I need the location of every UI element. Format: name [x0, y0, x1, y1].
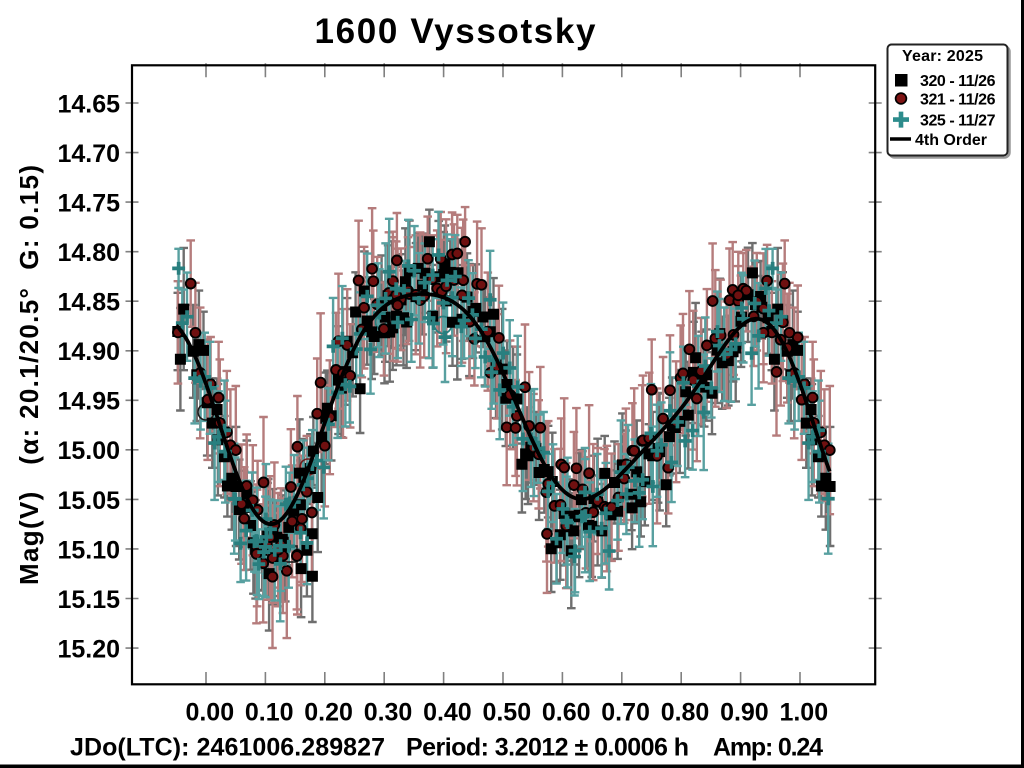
svg-text:15.05: 15.05 [57, 487, 120, 515]
svg-text:0.40: 0.40 [423, 699, 472, 727]
svg-text:1600 Vyssotsky: 1600 Vyssotsky [315, 12, 597, 51]
svg-text:14.80: 14.80 [57, 239, 120, 267]
svg-text:14.70: 14.70 [57, 140, 120, 168]
svg-text:14.85: 14.85 [57, 289, 120, 317]
svg-text:Mag(V) (α: 20.1/20.5° G: 0.: Mag(V) (α: 20.1/20.5° G: 0.15) [14, 165, 44, 585]
svg-text:14.75: 14.75 [57, 190, 120, 218]
svg-text:0.00: 0.00 [186, 699, 235, 727]
svg-text:0.60: 0.60 [542, 699, 591, 727]
svg-text:0.30: 0.30 [364, 699, 413, 727]
svg-text:JDo(LTC): 2461006.289827: JDo(LTC): 2461006.289827 [70, 734, 385, 762]
svg-text:0.80: 0.80 [661, 699, 710, 727]
svg-text:0.10: 0.10 [245, 699, 294, 727]
svg-text:0.70: 0.70 [601, 699, 650, 727]
svg-text:Year: 2025: Year: 2025 [902, 48, 983, 65]
svg-text:Amp: 0.24: Amp: 0.24 [713, 734, 823, 762]
svg-text:14.95: 14.95 [57, 388, 120, 416]
svg-text:15.00: 15.00 [57, 437, 120, 465]
svg-text:14.90: 14.90 [57, 338, 120, 366]
svg-text:321 - 11/26: 321 - 11/26 [920, 92, 996, 109]
svg-text:320 - 11/26: 320 - 11/26 [920, 73, 996, 90]
svg-text:0.50: 0.50 [483, 699, 532, 727]
svg-text:Period: 3.2012 ± 0.0006 h: Period: 3.2012 ± 0.0006 h [406, 734, 689, 762]
svg-text:0.90: 0.90 [720, 699, 769, 727]
svg-text:14.65: 14.65 [57, 90, 120, 118]
svg-text:15.15: 15.15 [57, 586, 120, 614]
svg-text:0.20: 0.20 [304, 699, 353, 727]
svg-text:4th Order: 4th Order [915, 132, 987, 149]
svg-text:1.00: 1.00 [780, 699, 829, 727]
svg-text:325 - 11/27: 325 - 11/27 [920, 113, 996, 130]
svg-text:15.10: 15.10 [57, 536, 120, 564]
svg-text:15.20: 15.20 [57, 636, 120, 664]
